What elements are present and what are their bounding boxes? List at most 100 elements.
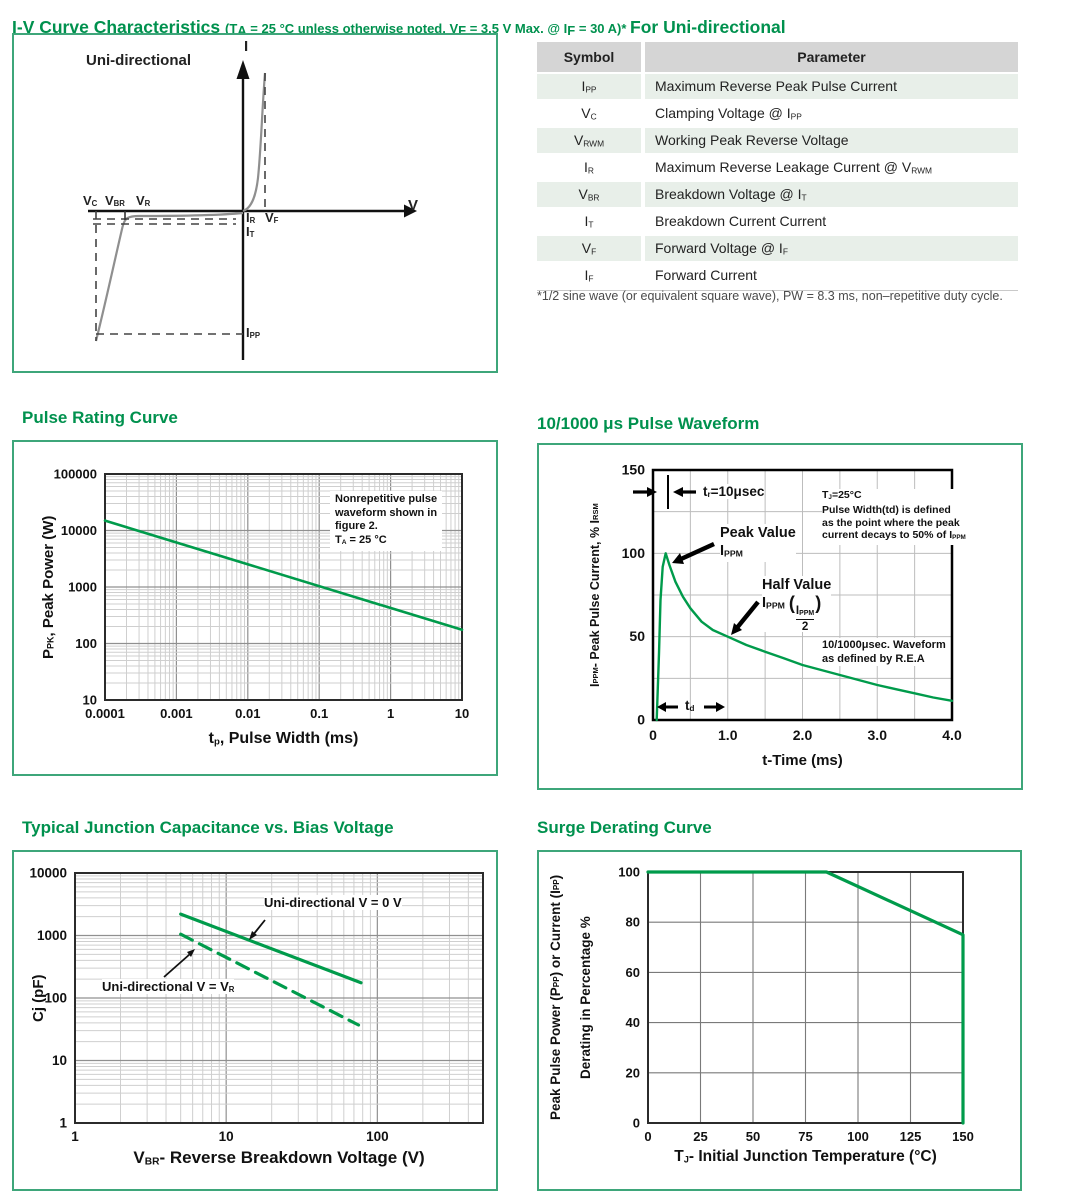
y-tick-label: 10000 bbox=[61, 523, 97, 538]
table-row: VC Clamping Voltage @ IPP bbox=[537, 101, 1018, 126]
iv-label-ipp: IPP bbox=[246, 325, 261, 341]
tr-arrow-right-head bbox=[647, 487, 657, 497]
peak-arrow bbox=[680, 541, 715, 562]
parameter-cell: Working Peak Reverse Voltage bbox=[645, 128, 1018, 153]
junction-capacitance-ylabel: Cj (pF) bbox=[30, 974, 47, 1022]
td-arrow-right-head bbox=[716, 702, 725, 712]
peak-value-annotation: Peak Value IPPM bbox=[720, 524, 796, 563]
parameter-cell: Breakdown Current Current bbox=[655, 213, 827, 229]
plot-border bbox=[74, 872, 484, 1124]
heading-pulse-waveform: 10/1000 μs Pulse Waveform bbox=[537, 414, 760, 433]
half-value-annotation: Half Value IPPM (IPPM 2) bbox=[762, 576, 832, 633]
y-tick-label: 60 bbox=[626, 965, 640, 980]
y-tick-label: 1 bbox=[59, 1116, 67, 1131]
symbol-cell: VC bbox=[581, 105, 597, 122]
x-tick-label: 75 bbox=[798, 1129, 812, 1144]
y-tick-label: 100 bbox=[622, 545, 646, 561]
parameter-cell: Maximum Reverse Peak Pulse Current bbox=[645, 74, 1018, 99]
series-line bbox=[655, 552, 954, 722]
solid-label-arrow-head bbox=[249, 931, 257, 940]
y-tick-label: 100000 bbox=[54, 467, 97, 482]
x-tick-label: 4.0 bbox=[942, 727, 962, 743]
plot-border bbox=[651, 468, 954, 722]
y-tick-label: 100 bbox=[44, 991, 67, 1006]
x-tick-label: 100 bbox=[366, 1129, 389, 1144]
x-tick-label: 3.0 bbox=[868, 727, 888, 743]
iv-label-ir: IR bbox=[246, 210, 256, 226]
x-tick-label: 2.0 bbox=[793, 727, 813, 743]
x-tick-label: 0.01 bbox=[235, 706, 260, 721]
x-tick-label: 10 bbox=[455, 706, 469, 721]
peak-arrow-head bbox=[672, 553, 684, 564]
junction-capacitance-panel bbox=[12, 850, 498, 1191]
y-tick-label: 20 bbox=[626, 1065, 640, 1080]
dashed-label-arrow-head bbox=[187, 949, 195, 957]
x-tick-label: 125 bbox=[900, 1129, 922, 1144]
y-tick-label: 1000 bbox=[68, 580, 97, 595]
series-line bbox=[103, 519, 464, 632]
y-tick-label: 40 bbox=[626, 1015, 640, 1030]
x-tick-label: 1 bbox=[71, 1129, 79, 1144]
iv-label-vr: VR bbox=[136, 193, 151, 209]
surge-derating-xlabel: TJ- Initial Junction Temperature (°C) bbox=[674, 1148, 937, 1165]
x-tick-label: 0.1 bbox=[310, 706, 328, 721]
page-title: I-V Curve Characteristics (TA = 25 °C un… bbox=[12, 17, 786, 38]
x-tick-label: 0.0001 bbox=[85, 706, 125, 721]
td-annotation: td bbox=[685, 698, 695, 714]
iv-axis-label-v: V bbox=[408, 197, 419, 214]
table-row: IPP Maximum Reverse Peak Pulse Current bbox=[537, 74, 1018, 99]
heading-surge-derating: Surge Derating Curve bbox=[537, 818, 712, 837]
parameter-table-header: Symbol Parameter bbox=[537, 42, 1018, 72]
solid-label-arrow bbox=[252, 919, 266, 936]
reverse-curve bbox=[94, 211, 244, 342]
y-tick-label: 50 bbox=[629, 628, 645, 644]
plot-border bbox=[104, 473, 463, 701]
x-tick-label: 1 bbox=[387, 706, 394, 721]
symbol-cell: IR bbox=[584, 159, 594, 176]
cap-dashed-series-label: Uni-directional V = VR bbox=[102, 979, 235, 995]
x-tick-label: 10 bbox=[219, 1129, 234, 1144]
parameter-cell: Forward Current bbox=[655, 267, 757, 283]
parameter-cell: Breakdown Voltage @ IT bbox=[645, 182, 1018, 207]
iv-curve-diagram bbox=[88, 60, 417, 360]
pulse-waveform-ylabel: IPPM- Peak Pulse Current, % IRSM bbox=[588, 503, 602, 687]
half-arrow-head bbox=[731, 623, 742, 635]
pulse-rating-xlabel: tp, Pulse Width (ms) bbox=[208, 730, 359, 748]
junction-capacitance-xlabel: VBR- Reverse Breakdown Voltage (V) bbox=[133, 1148, 425, 1168]
y-tick-label: 1000 bbox=[37, 928, 67, 943]
y-tick-label: 10 bbox=[83, 693, 97, 708]
tr-annotation: tr=10μsec bbox=[703, 484, 765, 500]
x-tick-label: 25 bbox=[693, 1129, 707, 1144]
forward-curve bbox=[242, 72, 267, 213]
iv-label-it: IT bbox=[246, 224, 255, 240]
series-line bbox=[179, 912, 363, 985]
iv-label-vf: VF bbox=[265, 210, 279, 226]
iv-label-vbr: VBR bbox=[105, 193, 125, 209]
y-tick-label: 100 bbox=[75, 636, 97, 651]
iv-label-vc: VC bbox=[83, 193, 98, 209]
i-axis-arrow bbox=[236, 60, 250, 79]
surge-derating-ylabel-2: Derating in Percentage % bbox=[578, 916, 593, 1079]
v-axis-arrow bbox=[404, 204, 417, 218]
y-tick-label: 100 bbox=[618, 865, 640, 880]
symbol-cell: IF bbox=[584, 267, 594, 284]
series-line bbox=[646, 870, 965, 1125]
heading-pulse-rating: Pulse Rating Curve bbox=[22, 408, 178, 427]
parameter-cell: Clamping Voltage @ IPP bbox=[655, 105, 802, 122]
y-tick-label: 0 bbox=[633, 1116, 640, 1131]
iv-uni-directional-label: Uni-directional bbox=[86, 52, 192, 69]
parameter-cell: Forward Voltage @ IF bbox=[645, 236, 1018, 261]
surge-derating-panel bbox=[537, 850, 1022, 1191]
junction-capacitance-chart: 1 10 100 1 10 100 1000 10000 bbox=[29, 866, 484, 1144]
column-header-symbol: Symbol bbox=[537, 42, 641, 72]
symbol-cell: IT bbox=[584, 213, 594, 230]
y-tick-label: 150 bbox=[622, 462, 646, 478]
x-tick-label: 0 bbox=[649, 727, 657, 743]
heading-junction-capacitance: Typical Junction Capacitance vs. Bias Vo… bbox=[22, 818, 394, 837]
x-tick-label: 0.001 bbox=[160, 706, 193, 721]
column-header-parameter: Parameter bbox=[645, 42, 1018, 72]
parameter-table: Symbol Parameter IPP Maximum Reverse Peak… bbox=[537, 42, 1018, 291]
series-line bbox=[179, 932, 361, 1027]
table-row: IF Forward Current bbox=[537, 263, 1018, 288]
